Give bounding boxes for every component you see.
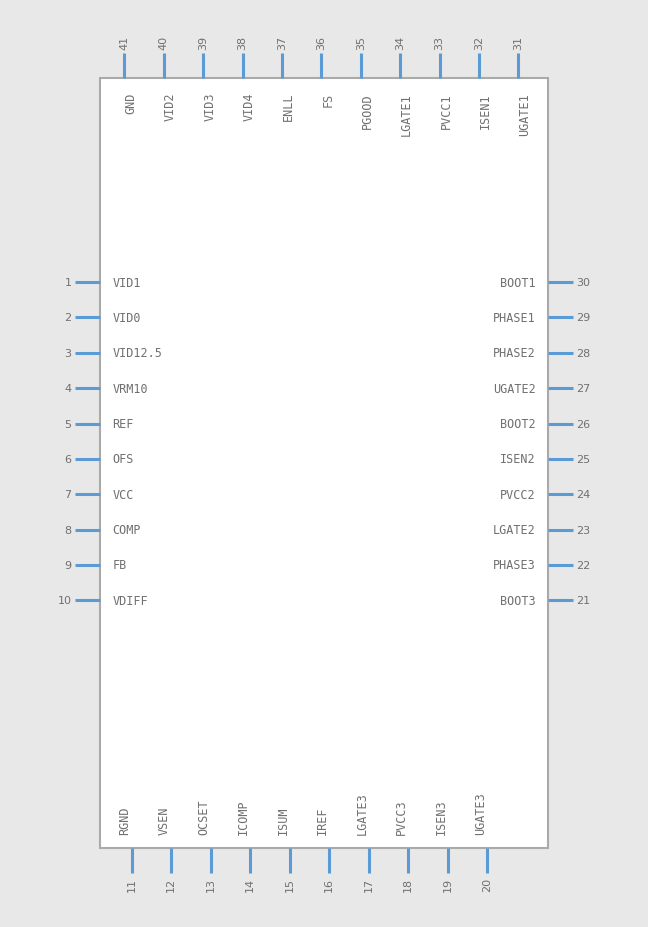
Text: 24: 24	[577, 489, 591, 500]
Text: ISEN2: ISEN2	[500, 453, 535, 466]
Text: 25: 25	[577, 454, 591, 464]
Text: OCSET: OCSET	[198, 799, 211, 834]
Text: 11: 11	[126, 877, 137, 891]
Text: 6: 6	[64, 454, 71, 464]
Text: 13: 13	[205, 877, 216, 891]
Text: 28: 28	[577, 349, 591, 359]
Text: 23: 23	[577, 525, 591, 535]
Text: VID1: VID1	[113, 276, 141, 289]
Text: 39: 39	[198, 36, 208, 50]
Text: 14: 14	[245, 877, 255, 891]
Text: PHASE2: PHASE2	[493, 347, 535, 360]
Text: VRM10: VRM10	[113, 382, 148, 395]
Text: 2: 2	[64, 313, 71, 323]
Text: VID2: VID2	[164, 93, 177, 121]
Text: UGATE2: UGATE2	[493, 382, 535, 395]
Text: 5: 5	[64, 419, 71, 429]
Text: REF: REF	[113, 417, 134, 430]
Text: LGATE3: LGATE3	[356, 792, 369, 834]
Text: IREF: IREF	[316, 806, 329, 834]
Text: ISEN1: ISEN1	[479, 93, 492, 128]
Text: 20: 20	[482, 877, 492, 891]
Text: PVCC3: PVCC3	[395, 799, 408, 834]
Text: BOOT2: BOOT2	[500, 417, 535, 430]
Text: 8: 8	[64, 525, 71, 535]
Text: VCC: VCC	[113, 489, 134, 502]
Text: GND: GND	[124, 93, 137, 114]
Text: 16: 16	[324, 877, 334, 891]
Text: ENLL: ENLL	[282, 93, 295, 121]
Text: 29: 29	[577, 313, 591, 323]
Text: PVCC1: PVCC1	[439, 93, 452, 128]
Text: VID0: VID0	[113, 311, 141, 324]
Text: 30: 30	[577, 278, 590, 287]
Text: 41: 41	[119, 36, 130, 50]
Text: FS: FS	[321, 93, 334, 107]
Text: 34: 34	[395, 36, 405, 50]
Text: 1: 1	[64, 278, 71, 287]
Text: LGATE2: LGATE2	[493, 524, 535, 537]
Text: LGATE1: LGATE1	[400, 93, 413, 135]
Text: 17: 17	[364, 877, 374, 891]
Text: VID3: VID3	[203, 93, 216, 121]
Text: 4: 4	[64, 384, 71, 394]
Text: 18: 18	[403, 877, 413, 891]
Text: RGND: RGND	[119, 806, 132, 834]
Text: 40: 40	[159, 36, 169, 50]
Text: ISUM: ISUM	[277, 806, 290, 834]
Text: PHASE1: PHASE1	[493, 311, 535, 324]
Text: UGATE3: UGATE3	[474, 792, 487, 834]
Text: BOOT3: BOOT3	[500, 594, 535, 607]
Text: 22: 22	[577, 561, 591, 570]
Text: ICOMP: ICOMP	[237, 799, 250, 834]
Text: 37: 37	[277, 36, 287, 50]
Text: VDIFF: VDIFF	[113, 594, 148, 607]
Bar	[100, 79, 548, 848]
Text: 31: 31	[513, 36, 524, 50]
Text: VSEN: VSEN	[158, 806, 171, 834]
Text: PVCC2: PVCC2	[500, 489, 535, 502]
Text: 9: 9	[64, 561, 71, 570]
Text: 33: 33	[435, 36, 445, 50]
Text: OFS: OFS	[113, 453, 134, 466]
Text: VID4: VID4	[242, 93, 255, 121]
Text: 3: 3	[64, 349, 71, 359]
Text: 15: 15	[284, 877, 295, 891]
Text: 7: 7	[64, 489, 71, 500]
Text: ISEN3: ISEN3	[435, 799, 448, 834]
Text: FB: FB	[113, 559, 127, 572]
Text: VID12.5: VID12.5	[113, 347, 162, 360]
Text: 36: 36	[316, 36, 327, 50]
Text: 35: 35	[356, 36, 366, 50]
Text: 10: 10	[58, 596, 71, 605]
Text: UGATE1: UGATE1	[518, 93, 531, 135]
Text: COMP: COMP	[113, 524, 141, 537]
Text: BOOT1: BOOT1	[500, 276, 535, 289]
Text: 21: 21	[577, 596, 591, 605]
Text: 27: 27	[577, 384, 591, 394]
Text: 26: 26	[577, 419, 591, 429]
Text: PGOOD: PGOOD	[361, 93, 374, 128]
Text: 19: 19	[443, 877, 453, 891]
Text: 38: 38	[238, 36, 248, 50]
Text: PHASE3: PHASE3	[493, 559, 535, 572]
Text: 32: 32	[474, 36, 484, 50]
Text: 12: 12	[166, 877, 176, 891]
